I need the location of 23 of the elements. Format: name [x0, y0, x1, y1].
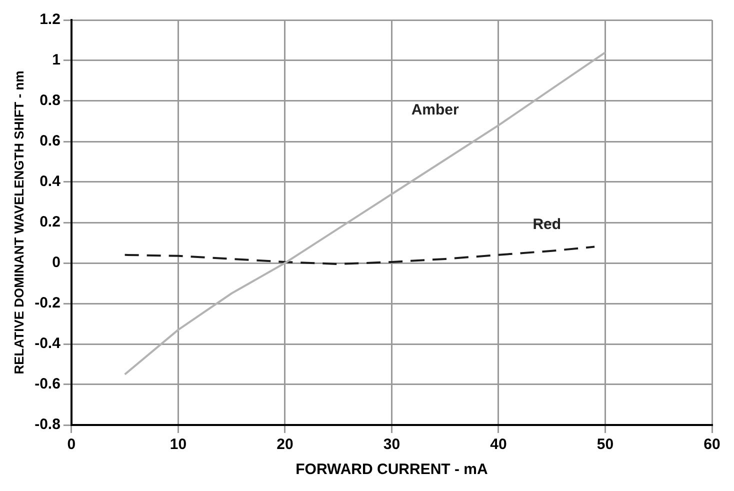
- y-tick-label: 0.2: [40, 214, 60, 231]
- series-label: Amber: [411, 102, 460, 119]
- y-tick-label: -0.4: [34, 335, 62, 352]
- y-tick-label: 0.6: [40, 132, 60, 150]
- series-label: Red: [532, 216, 562, 233]
- x-tick-label: 0: [67, 436, 76, 454]
- x-tick-label: 60: [704, 436, 720, 454]
- y-tick-label: -0.6: [34, 376, 60, 393]
- x-tick-label: 30: [383, 436, 400, 454]
- x-axis-title: FORWARD CURRENT - mA: [296, 461, 488, 478]
- x-tick-label: 10: [170, 436, 187, 454]
- x-tick-label: 40: [490, 436, 507, 454]
- y-tick-label: 1.2: [40, 11, 60, 28]
- y-tick-label: -0.2: [34, 294, 60, 312]
- y-axis-title: RELATIVE DOMINANT WAVELENGTH SHIFT - nm: [11, 70, 26, 374]
- y-tick-label: 0.8: [40, 92, 60, 110]
- x-tick-label: 20: [276, 436, 294, 454]
- y-tick-label: 0.4: [40, 173, 62, 190]
- y-tick-label: 0: [52, 254, 60, 272]
- y-tick-label: 1: [52, 52, 60, 69]
- y-tick-label: -0.8: [34, 416, 60, 434]
- line-series: [124, 246, 596, 266]
- x-tick-label: 50: [596, 436, 614, 454]
